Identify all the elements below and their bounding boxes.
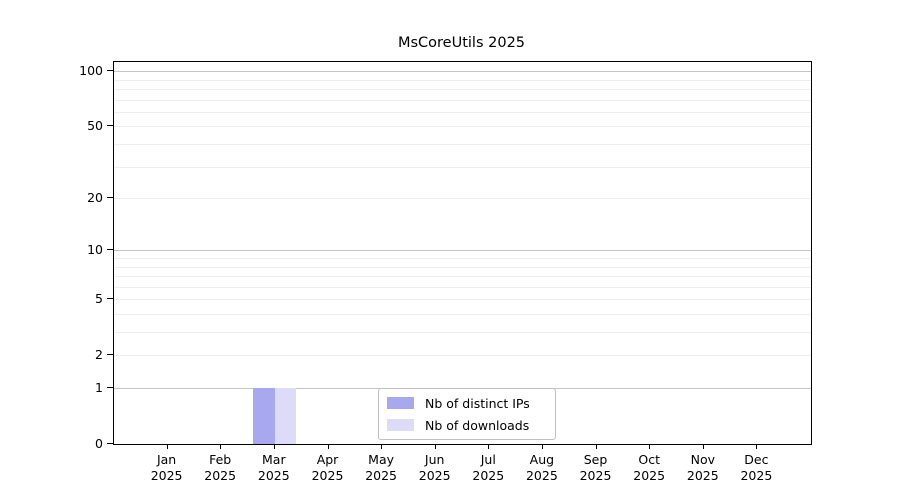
x-tick-feb-2025	[220, 444, 222, 449]
legend-swatch-downloads	[387, 419, 414, 431]
y-tick-label-100: 100	[79, 62, 103, 78]
y-tick-label-5: 5	[95, 290, 103, 306]
y-tick-label-1: 1	[95, 379, 103, 395]
x-tick-mar-2025	[273, 444, 275, 449]
y-tick-2	[107, 354, 113, 356]
legend-swatch-distinct-ips	[387, 397, 414, 409]
bar-nb-of-downloads-mar-2025	[274, 388, 297, 444]
y-gridline-20	[114, 198, 811, 199]
x-tick-dec-2025	[756, 444, 758, 449]
y-gridline-9	[114, 257, 811, 259]
y-tick-label-20: 20	[87, 189, 103, 205]
chart-title: MsCoreUtils 2025	[397, 35, 526, 51]
y-gridline-2	[114, 355, 811, 357]
y-gridline-40	[114, 143, 811, 145]
y-tick-50	[107, 125, 113, 127]
x-tick-label-feb-2025: Feb 2025	[204, 452, 237, 483]
y-tick-label-50: 50	[87, 117, 103, 133]
y-tick-1	[107, 387, 113, 388]
bar-nb-of-distinct-ips-mar-2025	[253, 388, 275, 444]
x-tick-jul-2025	[488, 444, 490, 449]
y-tick-label-0: 0	[95, 435, 103, 451]
y-gridline-6	[114, 286, 811, 288]
x-tick-label-oct-2025: Oct 2025	[633, 452, 666, 483]
x-tick-label-mar-2025: Mar 2025	[257, 452, 290, 483]
x-tick-label-jul-2025: Jul 2025	[472, 452, 505, 483]
legend-label-distinct-ips: Nb of distinct IPs	[425, 395, 530, 411]
y-gridline-30	[114, 166, 811, 168]
y-gridline-60	[114, 111, 811, 113]
x-tick-sep-2025	[595, 444, 597, 449]
x-tick-may-2025	[381, 444, 383, 449]
y-gridline-100	[114, 71, 811, 73]
y-gridline-7	[114, 276, 811, 277]
x-tick-label-dec-2025: Dec 2025	[740, 452, 773, 483]
x-tick-label-aug-2025: Aug 2025	[525, 452, 558, 483]
y-gridline-50	[114, 126, 811, 128]
y-gridline-70	[114, 99, 811, 101]
x-tick-label-jun-2025: Jun 2025	[418, 452, 451, 483]
x-tick-label-jan-2025: Jan 2025	[150, 452, 183, 483]
y-gridline-90	[114, 79, 811, 81]
x-tick-aug-2025	[541, 444, 543, 449]
x-tick-oct-2025	[649, 444, 651, 449]
x-tick-jun-2025	[434, 444, 436, 449]
legend: Nb of distinct IPs Nb of downloads	[378, 388, 556, 440]
x-tick-nov-2025	[702, 444, 704, 449]
y-gridline-5	[114, 299, 811, 301]
x-tick-label-sep-2025: Sep 2025	[579, 452, 612, 483]
plot-area: Nb of distinct IPs Nb of downloads	[113, 61, 812, 445]
x-tick-apr-2025	[327, 444, 329, 449]
y-gridline-10	[114, 250, 811, 252]
legend-row: Nb of downloads	[387, 417, 547, 433]
y-tick-0	[107, 443, 113, 444]
y-tick-5	[107, 298, 113, 300]
y-tick-10	[107, 249, 113, 251]
y-tick-100	[107, 70, 113, 72]
y-gridline-80	[114, 88, 811, 90]
legend-label-downloads: Nb of downloads	[425, 417, 530, 433]
legend-row: Nb of distinct IPs	[387, 395, 547, 411]
y-tick-label-10: 10	[87, 241, 103, 257]
x-tick-label-may-2025: May 2025	[365, 452, 397, 483]
x-tick-label-apr-2025: Apr 2025	[311, 452, 344, 483]
y-tick-20	[107, 197, 113, 198]
y-tick-label-2: 2	[95, 346, 103, 362]
y-gridline-8	[114, 266, 811, 268]
y-gridline-3	[114, 332, 811, 333]
x-tick-label-nov-2025: Nov 2025	[686, 452, 719, 483]
x-tick-jan-2025	[166, 444, 168, 449]
y-gridline-4	[114, 313, 811, 315]
